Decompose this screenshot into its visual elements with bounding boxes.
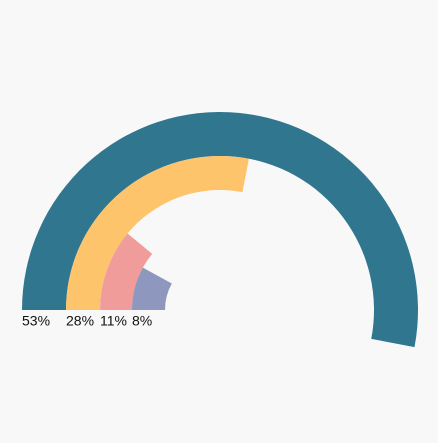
value-label: 28% [66,313,94,329]
radial-bar [22,111,418,348]
value-label: 11% [100,313,127,329]
radial-bar [132,267,172,310]
value-label: 8% [132,313,152,329]
value-label: 53% [22,313,50,329]
radial-bar [100,233,153,310]
radial-bar [66,155,249,310]
